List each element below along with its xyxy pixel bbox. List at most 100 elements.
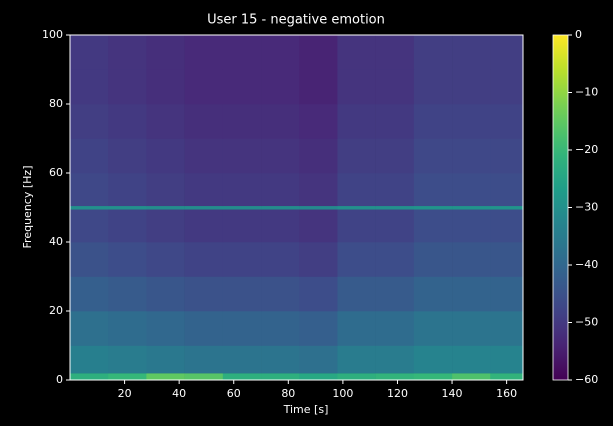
heatmap-cell	[261, 373, 300, 381]
heatmap-cell	[70, 209, 109, 243]
heatmap-cell	[261, 209, 300, 243]
heatmap-cell	[222, 242, 262, 277]
heatmap-cell	[490, 311, 524, 346]
heatmap-cell	[222, 311, 262, 346]
heatmap-cell	[108, 345, 147, 374]
x-tick-label: 40	[172, 387, 186, 400]
heatmap-cell	[222, 173, 262, 207]
heatmap-cell	[299, 138, 338, 174]
heatmap-cell	[413, 104, 453, 139]
heatmap-cell	[70, 205, 109, 210]
heatmap-cell	[337, 205, 376, 210]
colorbar-tick-label: −60	[575, 373, 598, 386]
heatmap-cell	[299, 69, 338, 105]
heatmap-cell	[146, 104, 185, 139]
heatmap-cell	[70, 138, 109, 174]
heatmap-cell	[299, 205, 338, 210]
heatmap-cell	[146, 138, 185, 174]
colorbar	[552, 34, 569, 381]
heatmap-cell	[452, 311, 491, 346]
heatmap-cell	[337, 69, 376, 105]
heatmap-cell	[146, 205, 185, 210]
heatmap-cell	[261, 276, 300, 312]
heatmap-cell	[490, 276, 524, 312]
heatmap-cell	[108, 138, 147, 174]
heatmap-cell	[299, 345, 338, 374]
heatmap-cell	[490, 209, 524, 243]
heatmap-cell	[70, 69, 109, 105]
heatmap-cell	[413, 276, 453, 312]
heatmap-cell	[413, 209, 453, 243]
y-tick-label: 80	[49, 97, 63, 110]
heatmap-cell	[337, 209, 376, 243]
heatmap-cell	[222, 205, 262, 210]
heatmap-cell	[261, 35, 300, 70]
heatmap-cell	[184, 138, 224, 174]
heatmap-cell	[299, 104, 338, 139]
heatmap-cell	[108, 69, 147, 105]
heatmap-cell	[70, 276, 109, 312]
heatmap-cell	[413, 69, 453, 105]
x-tick-label: 120	[387, 387, 408, 400]
heatmap-cell	[222, 104, 262, 139]
heatmap-cell	[184, 69, 224, 105]
heatmap-cell	[490, 69, 524, 105]
heatmap-cell	[375, 173, 415, 207]
heatmap-cell	[108, 209, 147, 243]
y-tick-label: 60	[49, 166, 63, 179]
heatmap-cell	[490, 35, 524, 70]
heatmap-cell	[70, 35, 109, 70]
heatmap-cell	[299, 242, 338, 277]
heatmap-cell	[452, 35, 491, 70]
y-tick-label: 100	[42, 28, 63, 41]
heatmap-cell	[146, 35, 185, 70]
heatmap-cell	[261, 104, 300, 139]
heatmap-cell	[299, 373, 338, 381]
heatmap-cell	[70, 104, 109, 139]
heatmap-cell	[108, 242, 147, 277]
heatmap-cell	[299, 209, 338, 243]
heatmap-cell	[222, 373, 262, 381]
heatmap-cell	[261, 205, 300, 210]
heatmap-cell	[70, 373, 109, 381]
heatmap-cell	[413, 373, 453, 381]
heatmap-cell	[222, 209, 262, 243]
plot-frame	[69, 34, 524, 381]
heatmap-cell	[452, 373, 491, 381]
heatmap-cell	[490, 104, 524, 139]
heatmap-cell	[452, 345, 491, 374]
heatmap-cell	[108, 311, 147, 346]
heatmap-cell	[299, 173, 338, 207]
chart-title: User 15 - negative emotion	[207, 13, 385, 28]
heatmap-cell	[70, 345, 109, 374]
heatmap-cell	[299, 35, 338, 70]
heatmap-cell	[375, 373, 415, 381]
heatmap-cell	[146, 173, 185, 207]
heatmap-cell	[375, 345, 415, 374]
heatmap-cell	[184, 373, 224, 381]
heatmap-cell	[337, 104, 376, 139]
heatmap-cell	[261, 311, 300, 346]
heatmap-cell	[261, 173, 300, 207]
heatmap-cell	[413, 173, 453, 207]
heatmap-cell	[108, 276, 147, 312]
heatmap-cell	[337, 173, 376, 207]
x-tick-label: 60	[227, 387, 241, 400]
heatmap-cell	[184, 311, 224, 346]
heatmap-cell	[108, 35, 147, 70]
heatmap-cell	[146, 69, 185, 105]
heatmap-cell	[337, 373, 376, 381]
heatmap-cell	[146, 242, 185, 277]
heatmap-cell	[413, 242, 453, 277]
heatmap-cell	[375, 104, 415, 139]
heatmap-cell	[413, 35, 453, 70]
heatmap-cell	[184, 35, 224, 70]
heatmap-cell	[452, 104, 491, 139]
heatmap-cell	[70, 173, 109, 207]
heatmap-cell	[452, 242, 491, 277]
y-tick-label: 0	[56, 373, 63, 386]
heatmap-cell	[222, 138, 262, 174]
heatmap-cell	[108, 104, 147, 139]
heatmap-cell	[452, 173, 491, 207]
heatmap-cell	[70, 242, 109, 277]
